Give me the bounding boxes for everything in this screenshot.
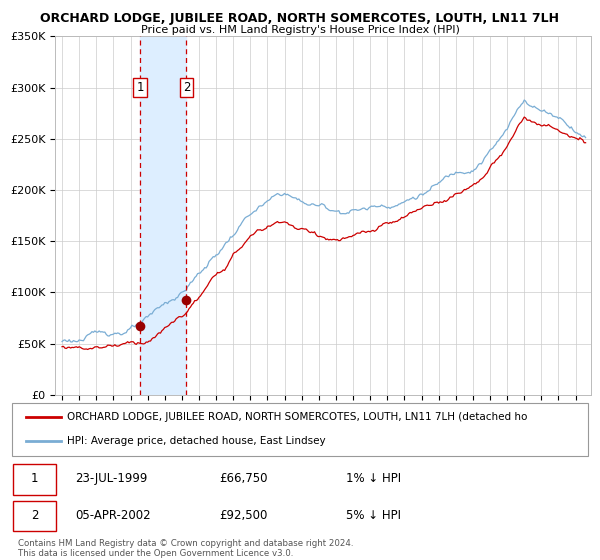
Text: 1% ↓ HPI: 1% ↓ HPI xyxy=(346,472,401,486)
FancyBboxPatch shape xyxy=(13,501,56,531)
Text: 5% ↓ HPI: 5% ↓ HPI xyxy=(346,508,401,522)
Text: 2: 2 xyxy=(31,508,38,522)
Bar xyxy=(140,36,187,395)
Text: 2: 2 xyxy=(183,81,190,94)
FancyBboxPatch shape xyxy=(13,464,56,494)
Text: Contains HM Land Registry data © Crown copyright and database right 2024.
This d: Contains HM Land Registry data © Crown c… xyxy=(18,539,353,558)
Text: £66,750: £66,750 xyxy=(220,472,268,486)
Text: 23-JUL-1999: 23-JUL-1999 xyxy=(76,472,148,486)
Text: ORCHARD LODGE, JUBILEE ROAD, NORTH SOMERCOTES, LOUTH, LN11 7LH (detached ho: ORCHARD LODGE, JUBILEE ROAD, NORTH SOMER… xyxy=(67,412,527,422)
Text: 1: 1 xyxy=(31,472,38,486)
Text: £92,500: £92,500 xyxy=(220,508,268,522)
Text: HPI: Average price, detached house, East Lindsey: HPI: Average price, detached house, East… xyxy=(67,436,325,446)
FancyBboxPatch shape xyxy=(12,403,588,456)
Text: ORCHARD LODGE, JUBILEE ROAD, NORTH SOMERCOTES, LOUTH, LN11 7LH: ORCHARD LODGE, JUBILEE ROAD, NORTH SOMER… xyxy=(41,12,560,25)
Text: 05-APR-2002: 05-APR-2002 xyxy=(76,508,151,522)
Text: Price paid vs. HM Land Registry's House Price Index (HPI): Price paid vs. HM Land Registry's House … xyxy=(140,25,460,35)
Text: 1: 1 xyxy=(136,81,144,94)
